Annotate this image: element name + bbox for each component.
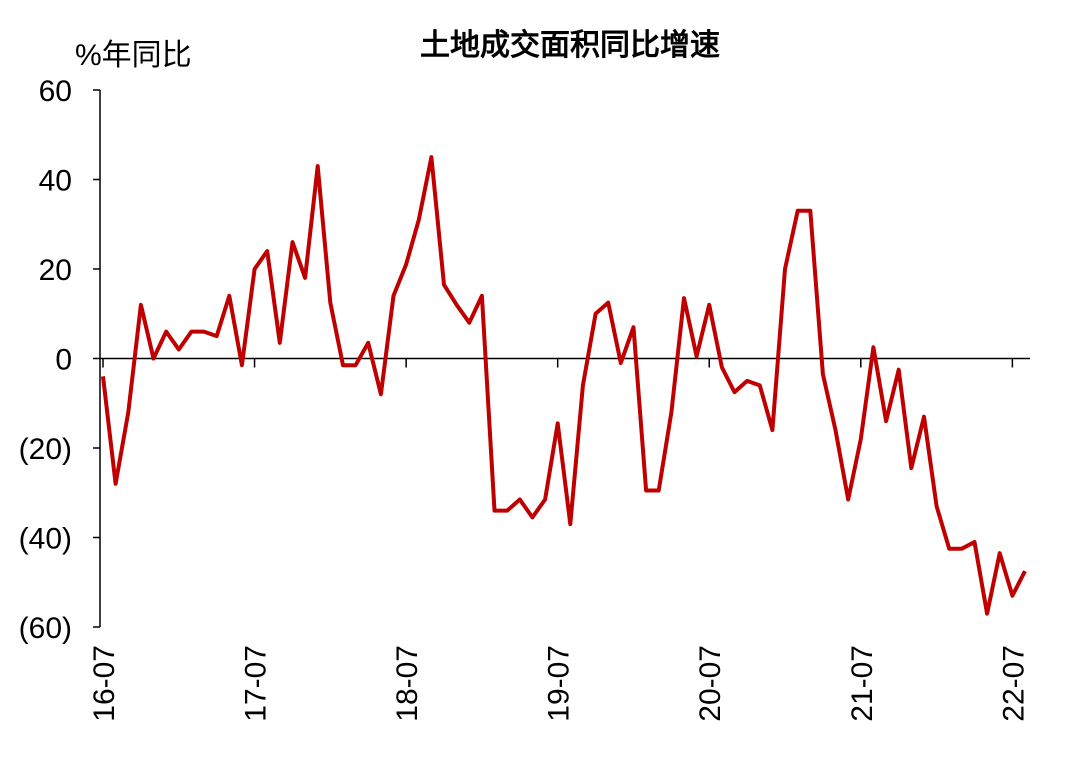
x-tick-label: 22-07 [997, 645, 1030, 722]
y-tick-label: (20) [19, 433, 72, 466]
y-tick-label: (60) [19, 612, 72, 645]
y-axis-label: %年同比 [75, 39, 192, 72]
y-tick-label: 0 [55, 344, 72, 377]
x-tick-label: 19-07 [543, 645, 576, 722]
data-line [101, 155, 1027, 616]
y-tick-label: 20 [39, 254, 72, 287]
x-tick-label: 16-07 [88, 645, 121, 722]
y-tick-label: 40 [39, 165, 72, 198]
y-tick-label: (40) [19, 523, 72, 556]
chart-title: 土地成交面积同比增速 [420, 28, 720, 62]
x-tick-label: 21-07 [846, 645, 879, 722]
x-tick-label: 18-07 [391, 645, 424, 722]
x-tick-label: 17-07 [240, 645, 273, 722]
y-tick-label: 60 [39, 75, 72, 108]
x-tick-label: 20-07 [694, 645, 727, 722]
